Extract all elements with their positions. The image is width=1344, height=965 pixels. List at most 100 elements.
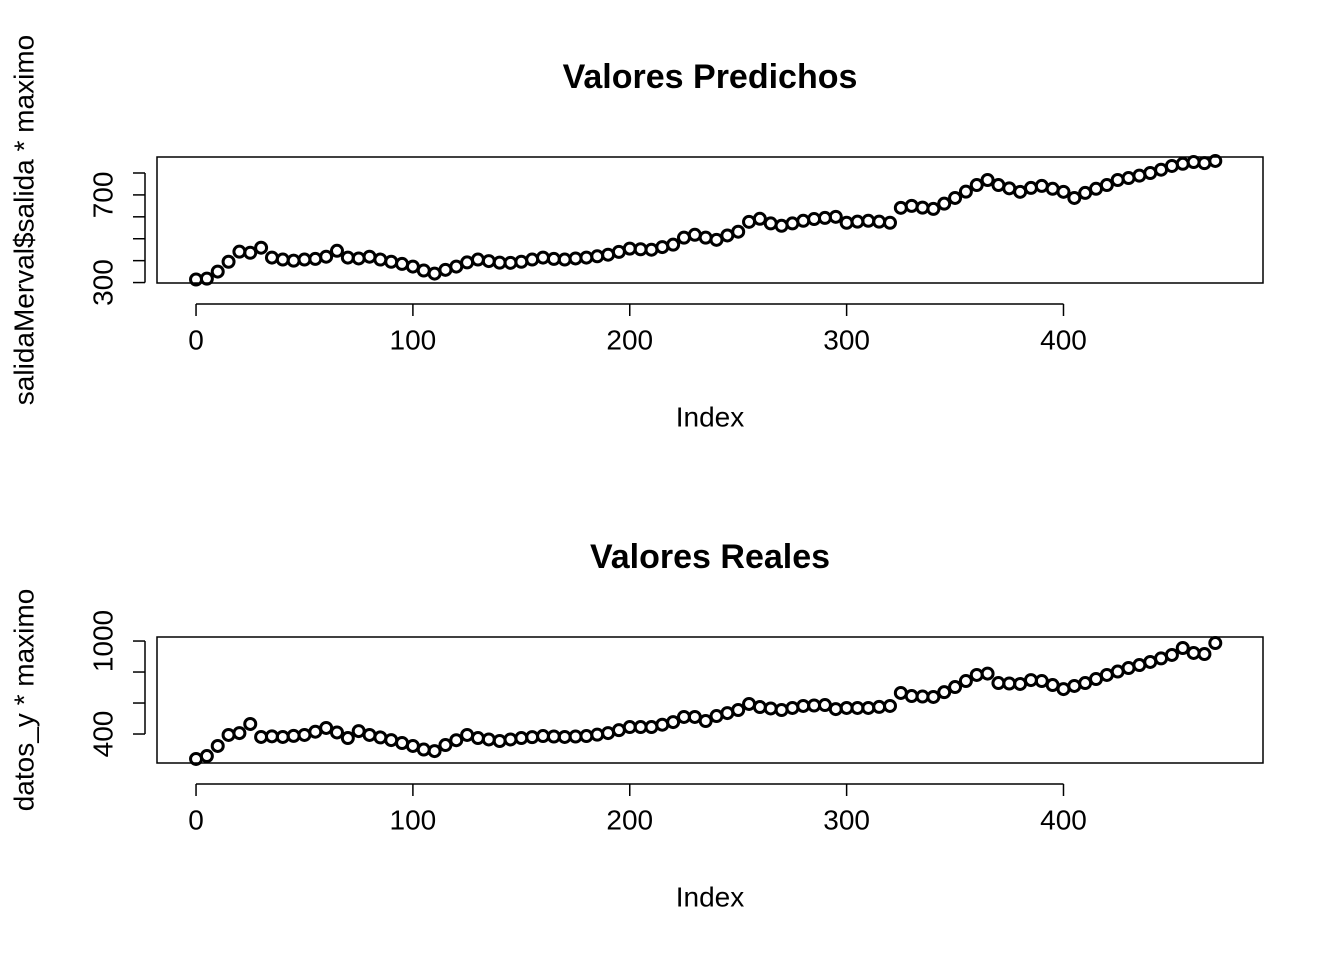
point	[904, 689, 919, 704]
point	[980, 173, 995, 188]
point	[362, 249, 377, 264]
point	[362, 727, 377, 742]
x-tick-label: 400	[1040, 804, 1087, 835]
y-axis-label: datos_y * maximo	[8, 589, 39, 812]
point	[882, 215, 897, 230]
point	[807, 698, 822, 713]
x-tick-label: 100	[390, 804, 437, 835]
point	[221, 254, 236, 269]
point	[514, 254, 529, 269]
point	[568, 729, 583, 744]
point	[384, 254, 399, 269]
point	[709, 709, 724, 724]
point	[199, 749, 214, 764]
point	[1067, 678, 1082, 693]
point	[644, 242, 659, 257]
point	[264, 250, 279, 265]
point	[1186, 645, 1201, 660]
point	[893, 200, 908, 215]
point	[774, 218, 789, 233]
point	[297, 252, 312, 267]
point	[525, 730, 540, 745]
point	[731, 702, 746, 717]
point	[1132, 168, 1147, 183]
point	[308, 251, 323, 266]
point	[275, 729, 290, 744]
point	[828, 209, 843, 224]
point	[828, 702, 843, 717]
point	[948, 680, 963, 695]
point	[1110, 173, 1125, 188]
point	[687, 227, 702, 242]
point	[893, 685, 908, 700]
point	[991, 178, 1006, 193]
point	[1197, 156, 1212, 171]
point	[254, 729, 269, 744]
point	[709, 232, 724, 247]
point	[460, 255, 475, 270]
point	[655, 240, 670, 255]
point	[839, 215, 854, 230]
point	[1023, 673, 1038, 688]
point	[655, 717, 670, 732]
point	[915, 689, 930, 704]
y-tick-label: 1000	[87, 610, 118, 672]
point	[611, 723, 626, 738]
x-tick-label: 0	[188, 804, 204, 835]
point	[904, 198, 919, 213]
x-axis-label: Index	[676, 881, 745, 912]
point	[861, 213, 876, 228]
point	[536, 729, 551, 744]
point	[503, 732, 518, 747]
point	[958, 674, 973, 689]
point	[763, 701, 778, 716]
point	[286, 253, 301, 268]
y-tick-label: 700	[87, 172, 118, 219]
point	[481, 732, 496, 747]
point	[872, 699, 887, 714]
point	[438, 262, 453, 277]
point	[948, 190, 963, 205]
y-tick-label: 300	[87, 259, 118, 306]
point	[742, 214, 757, 229]
x-tick-label: 300	[823, 804, 870, 835]
point	[1099, 667, 1114, 682]
point	[1154, 651, 1169, 666]
point	[395, 256, 410, 271]
point	[850, 214, 865, 229]
point	[991, 676, 1006, 691]
x-tick-label: 200	[606, 324, 653, 355]
x-axis-label: Index	[676, 401, 745, 432]
point	[286, 728, 301, 743]
point	[329, 243, 344, 258]
point	[785, 700, 800, 715]
point	[937, 196, 952, 211]
point	[221, 727, 236, 742]
x-tick-label: 100	[390, 324, 437, 355]
point	[297, 727, 312, 742]
point	[536, 250, 551, 265]
point	[915, 200, 930, 215]
point	[817, 210, 832, 225]
point	[774, 702, 789, 717]
point	[557, 252, 572, 267]
point	[481, 254, 496, 269]
point	[676, 230, 691, 245]
point	[622, 241, 637, 256]
point	[395, 736, 410, 751]
point	[199, 271, 214, 286]
point	[546, 251, 561, 266]
point	[1002, 181, 1017, 196]
point	[1099, 178, 1114, 193]
point	[427, 744, 442, 759]
point	[492, 733, 507, 748]
point	[319, 249, 334, 264]
point	[449, 259, 464, 274]
chart-title: Valores Predichos	[563, 58, 858, 96]
point	[698, 230, 713, 245]
y-axis-label: salidaMerval$salida * maximo	[8, 35, 39, 405]
point	[1034, 178, 1049, 193]
point	[666, 715, 681, 730]
point	[969, 178, 984, 193]
point	[872, 214, 887, 229]
